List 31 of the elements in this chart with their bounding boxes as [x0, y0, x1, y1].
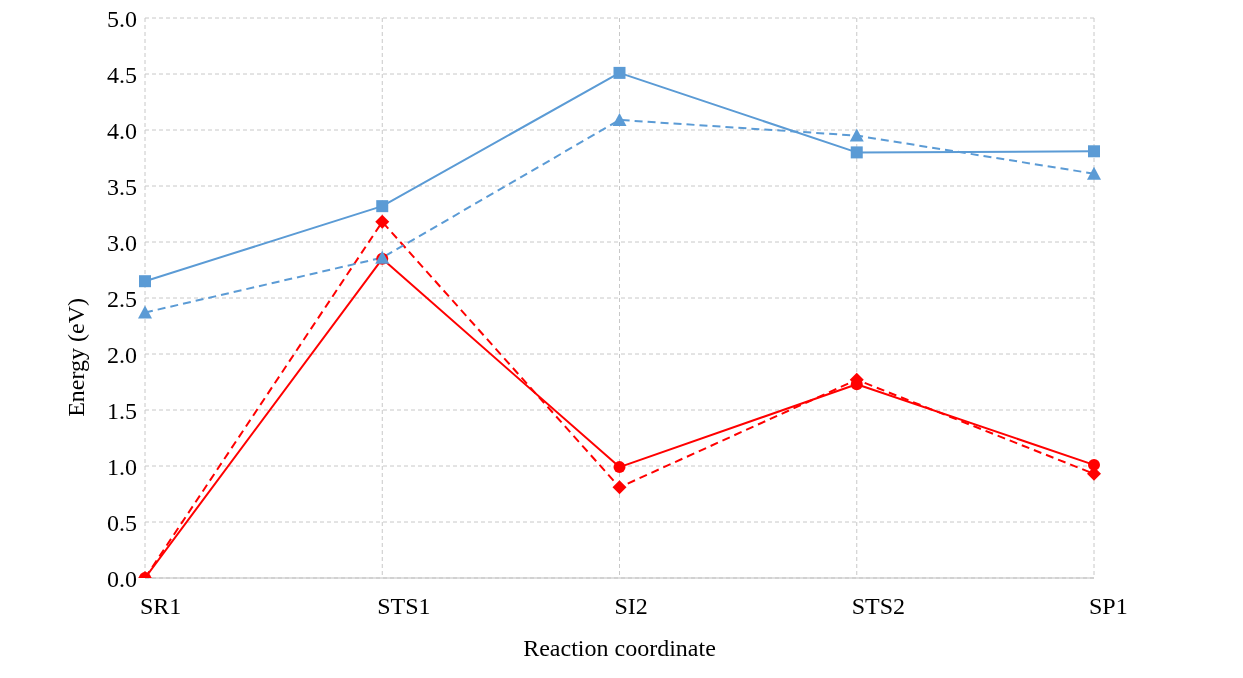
x-tick-label: STS1 [377, 593, 431, 619]
y-tick-label: 0.0 [107, 565, 137, 592]
y-tick-label: 4.0 [107, 117, 137, 144]
point [138, 305, 152, 319]
x-axis-title: Reaction coordinate [523, 635, 716, 661]
point [850, 146, 863, 159]
y-axis-title: Energy (eV) [62, 298, 89, 417]
point [849, 128, 864, 142]
point [612, 480, 627, 495]
y-tick-label: 4.5 [107, 61, 137, 88]
point [1088, 458, 1100, 471]
y-tick-label: 0.5 [107, 509, 137, 536]
x-tick-label: STS2 [851, 593, 906, 619]
y-tick-label: 1.0 [107, 453, 137, 480]
point [613, 66, 626, 79]
point [613, 461, 626, 474]
y-tick-label: 2.0 [107, 341, 137, 368]
x-tick-label: SR1 [140, 593, 182, 619]
point [612, 112, 627, 126]
x-tick-label: SP1 [1089, 593, 1128, 619]
point [376, 200, 389, 213]
y-tick-label: 3.0 [107, 229, 137, 256]
point [375, 214, 390, 229]
point [1087, 166, 1101, 180]
point [139, 275, 151, 288]
y-tick-label: 2.5 [107, 285, 137, 312]
y-tick-label: 5.0 [107, 5, 137, 32]
y-tick-label: 1.5 [107, 397, 137, 424]
x-tick-label: SI2 [614, 593, 648, 619]
y-tick-label: 3.5 [107, 173, 137, 200]
point [1088, 145, 1100, 158]
